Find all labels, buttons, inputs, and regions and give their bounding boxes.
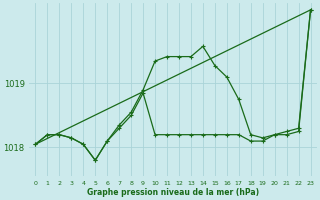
X-axis label: Graphe pression niveau de la mer (hPa): Graphe pression niveau de la mer (hPa) [87, 188, 259, 197]
